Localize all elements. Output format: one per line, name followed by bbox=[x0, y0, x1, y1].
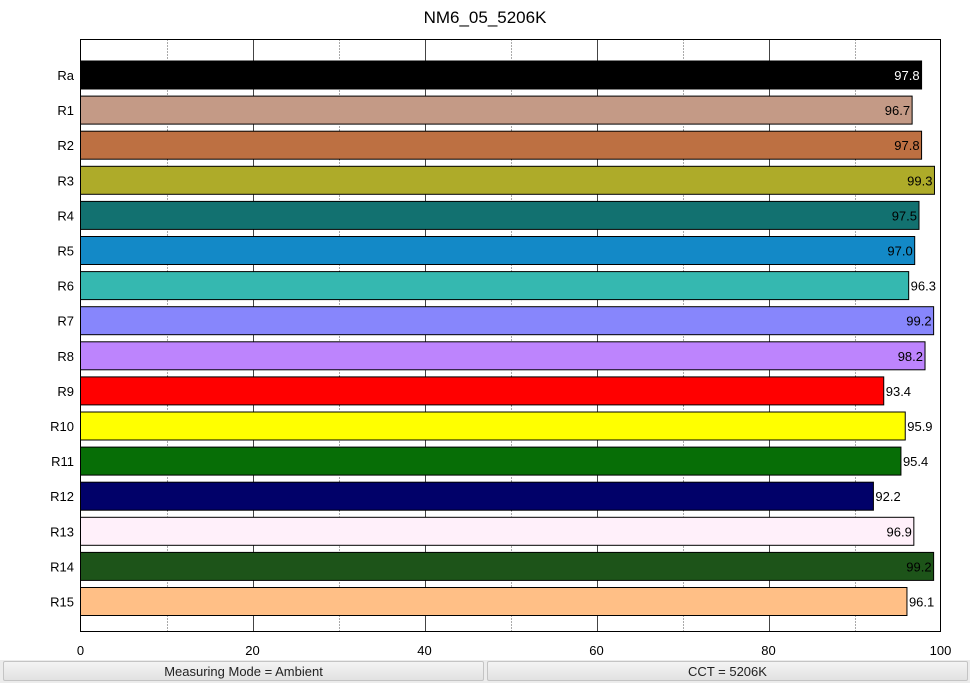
bar-r12 bbox=[80, 481, 874, 511]
category-label: Ra bbox=[57, 68, 74, 83]
value-label: 97.8 bbox=[894, 68, 919, 83]
bar-r14 bbox=[80, 551, 935, 581]
category-label: R9 bbox=[57, 384, 74, 399]
bar-r8 bbox=[80, 341, 926, 371]
category-label: R8 bbox=[57, 349, 74, 364]
value-label: 99.2 bbox=[906, 559, 931, 574]
chart-title: NM6_05_5206K bbox=[424, 8, 548, 27]
cct-status: CCT = 5206K bbox=[487, 661, 968, 681]
value-label: 97.5 bbox=[892, 208, 917, 223]
plot-frame bbox=[80, 39, 941, 632]
x-tick-label: 20 bbox=[245, 643, 259, 658]
bar-r2 bbox=[80, 130, 923, 160]
category-label: R2 bbox=[57, 138, 74, 153]
value-label: 92.2 bbox=[875, 489, 900, 504]
bar-r3 bbox=[80, 165, 935, 195]
value-label: 93.4 bbox=[886, 384, 911, 399]
category-label: R13 bbox=[50, 524, 74, 539]
value-label: 97.0 bbox=[887, 244, 912, 259]
x-tick-label: 60 bbox=[589, 643, 603, 658]
x-axis-ticks: 0 20 40 60 80 100 bbox=[77, 643, 951, 658]
value-label: 95.4 bbox=[903, 454, 928, 469]
category-label: R6 bbox=[57, 279, 74, 294]
value-labels: 97.8 96.7 97.8 99.3 97.5 97.0 96.3 99.2 98.2 93.4… bbox=[875, 68, 936, 610]
value-label: 95.9 bbox=[907, 419, 932, 434]
bar-r10 bbox=[80, 411, 906, 441]
value-label: 99.2 bbox=[906, 314, 931, 329]
bar-r9 bbox=[80, 376, 885, 406]
value-label: 99.3 bbox=[907, 173, 932, 188]
category-label: R11 bbox=[51, 454, 74, 469]
bar-r11 bbox=[80, 446, 902, 476]
value-label: 96.7 bbox=[885, 103, 910, 118]
bar-r4 bbox=[80, 200, 920, 230]
value-label: 97.8 bbox=[894, 138, 919, 153]
bar-ra bbox=[80, 60, 923, 90]
bar-r1 bbox=[80, 95, 913, 125]
bar-r7 bbox=[80, 306, 935, 336]
x-tick-label: 80 bbox=[761, 643, 775, 658]
bar-r15 bbox=[80, 587, 908, 616]
bar-r6 bbox=[80, 271, 910, 301]
bars bbox=[80, 60, 935, 616]
value-label: 98.2 bbox=[898, 349, 923, 364]
bar-r13 bbox=[80, 516, 915, 546]
category-label: R1 bbox=[57, 103, 74, 118]
bar-r5 bbox=[80, 236, 916, 265]
category-label: R10 bbox=[50, 419, 74, 434]
measuring-mode-status: Measuring Mode = Ambient bbox=[3, 661, 484, 681]
x-tick-label: 100 bbox=[930, 643, 952, 658]
value-label: 96.9 bbox=[887, 524, 912, 539]
cri-bar-chart: NM6_05_5206K RaR1R2R3R4R5R6R7R8R9R10R11R… bbox=[50, 8, 951, 658]
category-label: R14 bbox=[50, 559, 74, 574]
category-label: R7 bbox=[57, 314, 74, 329]
category-label: R5 bbox=[57, 244, 74, 259]
category-label: R12 bbox=[50, 489, 74, 504]
status-bar: Measuring Mode = Ambient CCT = 5206K bbox=[0, 660, 970, 683]
x-tick-label: 40 bbox=[417, 643, 431, 658]
category-label: R3 bbox=[57, 173, 74, 188]
category-labels: Ra R1 R2 R3 R4 R5 R6 R7 R8 R9 R10 R11 R12 R13 R14 R15 bbox=[50, 68, 75, 610]
x-tick-label: 0 bbox=[77, 643, 84, 658]
value-label: 96.1 bbox=[909, 595, 934, 610]
value-label: 96.3 bbox=[911, 279, 936, 294]
category-label: R15 bbox=[50, 595, 74, 610]
category-label: R4 bbox=[57, 208, 74, 223]
